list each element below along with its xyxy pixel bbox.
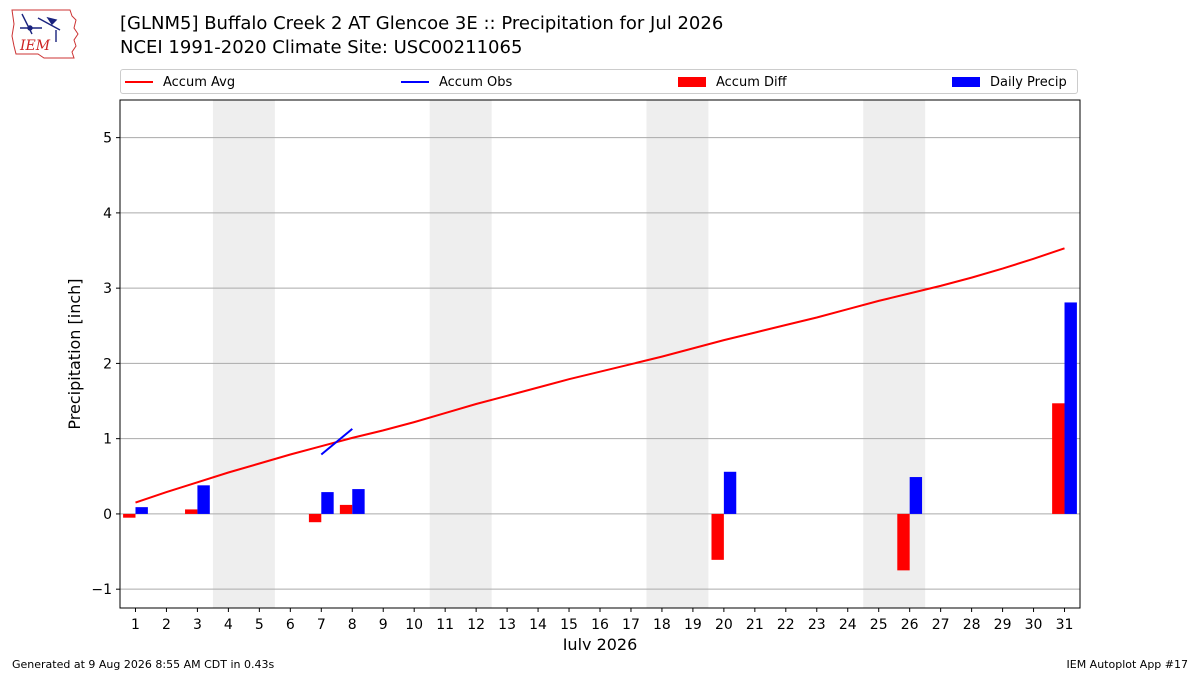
legend-label-daily-precip: Daily Precip [990, 74, 1067, 90]
x-tick-label: 5 [255, 617, 264, 633]
legend: Accum Avg Accum Obs Accum Diff Daily Pre… [120, 69, 1078, 94]
daily-precip-bar [197, 485, 210, 514]
y-tick-label: 2 [103, 356, 112, 372]
x-tick-label: 23 [808, 617, 826, 633]
footer-generated-text: Generated at 9 Aug 2026 8:55 AM CDT in 0… [12, 658, 275, 671]
x-tick-label: 18 [653, 617, 671, 633]
x-tick-label: 14 [529, 617, 547, 633]
x-tick-label: 26 [901, 617, 919, 633]
accum-diff-bar [339, 504, 353, 514]
x-tick-label: 12 [467, 617, 485, 633]
legend-item-daily-precip: Daily Precip [952, 74, 1067, 90]
daily-precip-bar [352, 489, 365, 514]
daily-precip-bar [135, 507, 148, 514]
x-tick-label: 25 [870, 617, 888, 633]
y-tick-label: 0 [103, 507, 112, 523]
x-tick-label: 19 [684, 617, 702, 633]
accum-diff-bar [185, 509, 198, 514]
daily-precip-bar [321, 492, 334, 514]
x-tick-label: 22 [777, 617, 795, 633]
x-tick-label: 4 [224, 617, 233, 633]
x-tick-label: 24 [839, 617, 857, 633]
x-tick-label: 27 [932, 617, 950, 633]
x-tick-label: 31 [1056, 617, 1074, 633]
footer-app-text: IEM Autoplot App #17 [1066, 658, 1189, 671]
iem-logo: IEM [11, 9, 79, 59]
legend-swatch-accum-diff [678, 77, 706, 87]
weekend-band [863, 100, 926, 608]
accum-diff-bar [1052, 403, 1065, 514]
legend-item-accum-diff: Accum Diff [678, 74, 787, 90]
x-tick-label: 13 [498, 617, 516, 633]
y-tick-label: 5 [103, 131, 112, 147]
x-tick-label: 30 [1025, 617, 1043, 633]
legend-swatch-daily-precip [952, 77, 980, 87]
weekend-band [429, 100, 492, 608]
x-tick-label: 6 [286, 617, 295, 633]
accum-diff-bar [308, 513, 322, 523]
x-tick-label: 3 [193, 617, 202, 633]
y-tick-label: 3 [103, 281, 112, 297]
legend-item-accum-avg: Accum Avg [125, 74, 235, 90]
legend-label-accum-avg: Accum Avg [163, 74, 236, 90]
accum-diff-bar [711, 513, 724, 560]
y-tick-label: −1 [91, 582, 112, 598]
weekend-band [212, 100, 275, 608]
x-tick-label: 15 [560, 617, 578, 633]
y-tick-label: 1 [103, 432, 112, 448]
legend-label-accum-diff: Accum Diff [716, 74, 787, 90]
legend-swatch-accum-avg [125, 81, 153, 83]
accum-avg-line [135, 247, 1065, 504]
x-tick-label: 9 [379, 617, 388, 633]
legend-swatch-accum-obs [401, 81, 429, 83]
legend-item-accum-obs: Accum Obs [401, 74, 512, 90]
weekend-band [646, 100, 709, 608]
x-tick-label: 16 [591, 617, 609, 633]
x-tick-label: 21 [746, 617, 764, 633]
daily-precip-bar [723, 471, 737, 514]
y-axis-label: Precipitation [inch] [65, 278, 84, 429]
x-tick-label: 2 [162, 617, 171, 633]
x-tick-label: 7 [317, 617, 326, 633]
logo-text: IEM [19, 38, 51, 54]
x-tick-label: 20 [715, 617, 733, 633]
y-tick-label: 4 [103, 206, 112, 222]
accum-obs-line [320, 428, 353, 456]
x-tick-label: 17 [622, 617, 640, 633]
accum-diff-bar [123, 513, 136, 518]
accum-diff-bar [897, 513, 910, 571]
daily-precip-bar [909, 477, 923, 514]
x-tick-label: 29 [994, 617, 1012, 633]
legend-label-accum-obs: Accum Obs [439, 74, 513, 90]
chart-title: [GLNM5] Buffalo Creek 2 AT Glencoe 3E ::… [120, 13, 724, 34]
x-tick-label: 10 [405, 617, 423, 633]
x-tick-label: 11 [436, 617, 454, 633]
x-axis-label: July 2026 [562, 635, 638, 650]
daily-precip-bar [1064, 302, 1077, 514]
x-tick-label: 28 [963, 617, 981, 633]
chart-subtitle: NCEI 1991-2020 Climate Site: USC00211065 [120, 37, 523, 58]
x-tick-label: 8 [348, 617, 357, 633]
x-tick-label: 1 [131, 617, 140, 633]
